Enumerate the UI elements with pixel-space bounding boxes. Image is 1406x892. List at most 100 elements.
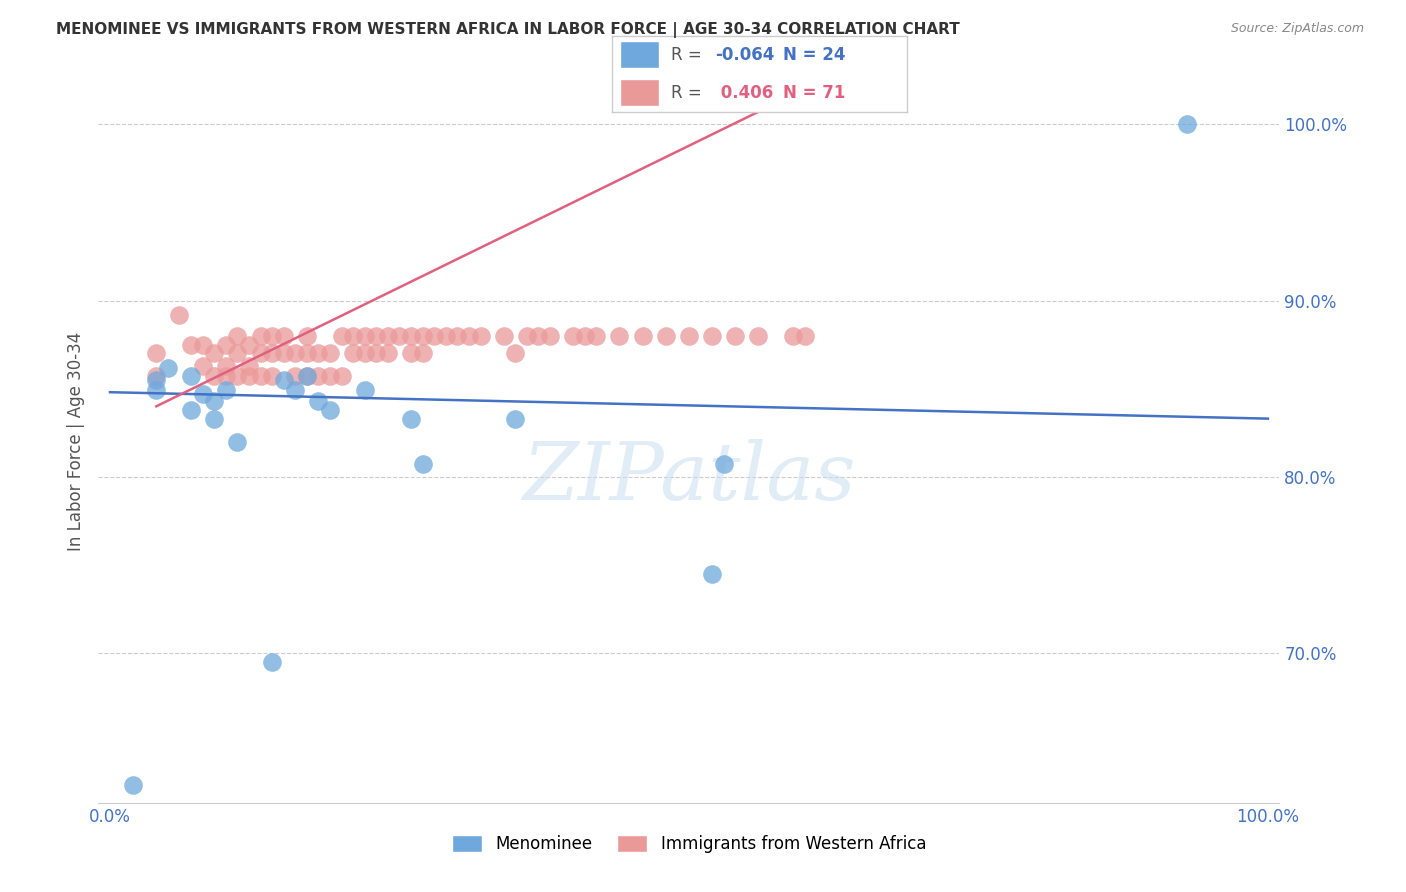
Point xyxy=(307,346,329,360)
Point xyxy=(249,328,271,343)
Point xyxy=(249,369,271,384)
Point xyxy=(191,337,214,351)
Point xyxy=(180,402,202,417)
Point xyxy=(215,384,238,398)
Point xyxy=(631,328,654,343)
Point xyxy=(342,328,364,343)
Point xyxy=(238,337,260,351)
Point xyxy=(353,346,375,360)
Point xyxy=(145,369,167,384)
Point xyxy=(169,308,191,322)
Point xyxy=(145,384,167,398)
Point xyxy=(226,434,249,449)
Point xyxy=(238,359,260,373)
Point xyxy=(492,328,515,343)
Point xyxy=(713,458,735,472)
Point xyxy=(307,394,329,409)
Point xyxy=(562,328,585,343)
Point xyxy=(423,328,446,343)
Point xyxy=(180,337,202,351)
Bar xyxy=(620,78,659,106)
Point xyxy=(412,458,434,472)
Point xyxy=(145,373,167,387)
Text: R =: R = xyxy=(671,84,707,102)
Point xyxy=(307,369,329,384)
Point xyxy=(180,369,202,384)
Point xyxy=(700,566,723,581)
Point xyxy=(319,369,342,384)
Point xyxy=(609,328,631,343)
Point xyxy=(295,369,318,384)
Point xyxy=(295,346,318,360)
Point xyxy=(145,346,167,360)
Text: ZIPatlas: ZIPatlas xyxy=(522,439,856,516)
Text: N = 24: N = 24 xyxy=(783,46,845,64)
Point xyxy=(226,328,249,343)
Point xyxy=(585,328,607,343)
Point xyxy=(399,411,422,425)
Y-axis label: In Labor Force | Age 30-34: In Labor Force | Age 30-34 xyxy=(66,332,84,551)
Point xyxy=(249,346,271,360)
Point xyxy=(366,328,388,343)
Point xyxy=(330,328,353,343)
Point xyxy=(503,346,526,360)
Text: Source: ZipAtlas.com: Source: ZipAtlas.com xyxy=(1230,22,1364,36)
Point xyxy=(724,328,747,343)
Point xyxy=(377,346,399,360)
Point xyxy=(412,346,434,360)
Point xyxy=(202,411,225,425)
Text: MENOMINEE VS IMMIGRANTS FROM WESTERN AFRICA IN LABOR FORCE | AGE 30-34 CORRELATI: MENOMINEE VS IMMIGRANTS FROM WESTERN AFR… xyxy=(56,22,960,38)
Point xyxy=(527,328,550,343)
Text: -0.064: -0.064 xyxy=(716,46,775,64)
Point xyxy=(319,346,342,360)
Bar xyxy=(620,41,659,69)
Point xyxy=(458,328,481,343)
Text: N = 71: N = 71 xyxy=(783,84,845,102)
Point xyxy=(330,369,353,384)
Point xyxy=(503,411,526,425)
Point xyxy=(273,328,295,343)
Point xyxy=(215,337,238,351)
Point xyxy=(295,328,318,343)
Point xyxy=(284,346,307,360)
Point xyxy=(238,369,260,384)
Point xyxy=(191,387,214,401)
Point xyxy=(747,328,769,343)
Point xyxy=(388,328,411,343)
Point xyxy=(399,328,422,343)
Point xyxy=(262,369,284,384)
Point xyxy=(793,328,815,343)
Text: R =: R = xyxy=(671,46,707,64)
Point xyxy=(284,384,307,398)
Point xyxy=(284,369,307,384)
Point xyxy=(215,369,238,384)
Point xyxy=(215,359,238,373)
Point xyxy=(1175,117,1198,131)
Point xyxy=(678,328,700,343)
Point xyxy=(538,328,561,343)
Legend: Menominee, Immigrants from Western Africa: Menominee, Immigrants from Western Afric… xyxy=(446,828,932,860)
Text: 0.406: 0.406 xyxy=(716,84,773,102)
Point xyxy=(156,360,179,375)
Point xyxy=(399,346,422,360)
Point xyxy=(202,394,225,409)
Point xyxy=(226,369,249,384)
Point xyxy=(273,346,295,360)
Point xyxy=(782,328,804,343)
Point xyxy=(202,369,225,384)
Point xyxy=(377,328,399,343)
Point xyxy=(700,328,723,343)
Point xyxy=(516,328,538,343)
Point xyxy=(319,402,342,417)
Point xyxy=(262,655,284,669)
Point xyxy=(412,328,434,343)
Point xyxy=(262,346,284,360)
Point xyxy=(434,328,457,343)
Point xyxy=(366,346,388,360)
Point xyxy=(262,328,284,343)
Point xyxy=(446,328,468,343)
Point xyxy=(191,359,214,373)
Point xyxy=(295,369,318,384)
Point xyxy=(202,346,225,360)
Point xyxy=(655,328,678,343)
